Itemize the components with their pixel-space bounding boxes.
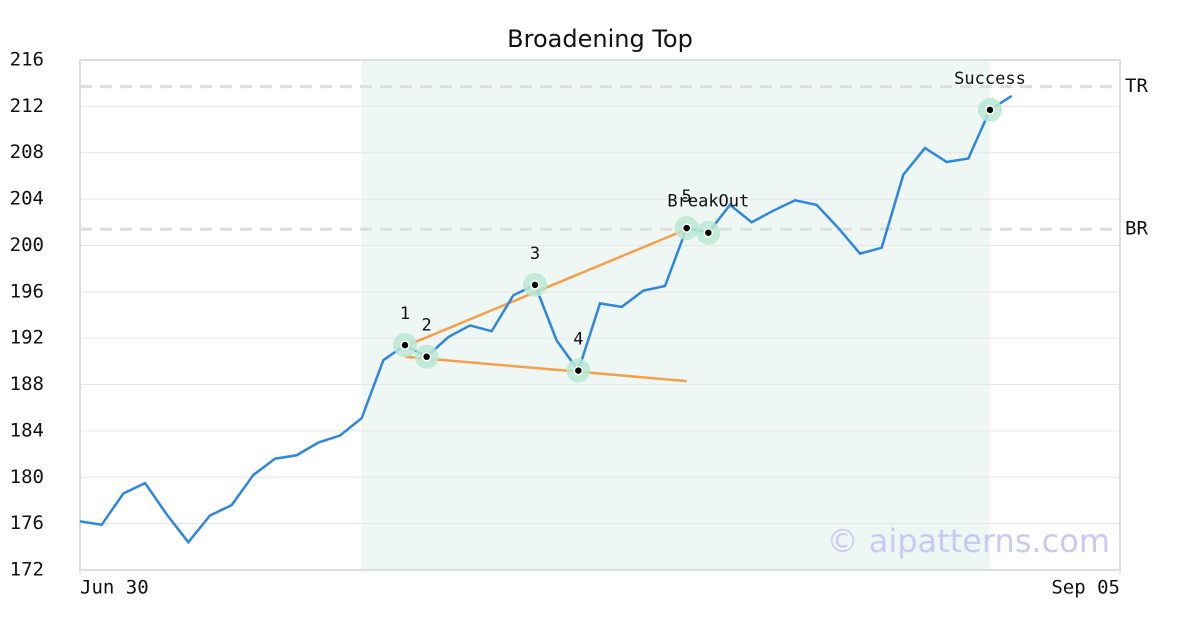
trendline bbox=[404, 355, 687, 383]
y-tick-label: 216 bbox=[10, 49, 44, 71]
pivot-dot bbox=[530, 280, 540, 290]
pivot-dot bbox=[985, 105, 995, 115]
plot-frame bbox=[79, 59, 1121, 571]
pivot-label: 2 bbox=[422, 316, 432, 336]
pivot-label: 3 bbox=[530, 244, 540, 264]
y-tick-label: 188 bbox=[10, 373, 44, 395]
y-tick-label: 176 bbox=[10, 512, 44, 534]
y-tick-label: 200 bbox=[10, 234, 44, 256]
chart-title: Broadening Top bbox=[507, 25, 693, 53]
y-tick-label: 172 bbox=[10, 559, 44, 581]
watermark: © aipatterns.com bbox=[827, 522, 1110, 560]
x-tick-label: Sep 05 bbox=[1051, 577, 1120, 599]
price-line bbox=[79, 94, 1013, 545]
pivot-label: Success bbox=[954, 69, 1026, 89]
y-tick-label: 212 bbox=[10, 95, 44, 117]
pivot-label: 1 bbox=[400, 304, 410, 324]
pivot-label: 4 bbox=[573, 330, 583, 350]
pivot-dot bbox=[681, 223, 692, 233]
x-tick-label: Jun 30 bbox=[80, 577, 149, 599]
pivot-label: 5 bbox=[682, 187, 692, 207]
y-tick-label: 192 bbox=[10, 327, 44, 349]
pivot-dot bbox=[421, 351, 432, 362]
y-tick-label: 180 bbox=[10, 466, 44, 488]
pivot-label: BreakOut bbox=[667, 192, 749, 212]
pivot-dot bbox=[400, 340, 410, 350]
y-tick-label: 196 bbox=[10, 280, 44, 302]
reference-label: TR bbox=[1125, 75, 1148, 97]
y-tick-label: 208 bbox=[10, 141, 44, 163]
pivot-dot bbox=[703, 227, 714, 238]
y-tick-label: 204 bbox=[10, 188, 44, 210]
pivot-dot bbox=[573, 365, 584, 376]
y-tick-label: 184 bbox=[10, 419, 44, 441]
highlight-region bbox=[361, 60, 991, 570]
reference-label: BR bbox=[1125, 218, 1148, 240]
